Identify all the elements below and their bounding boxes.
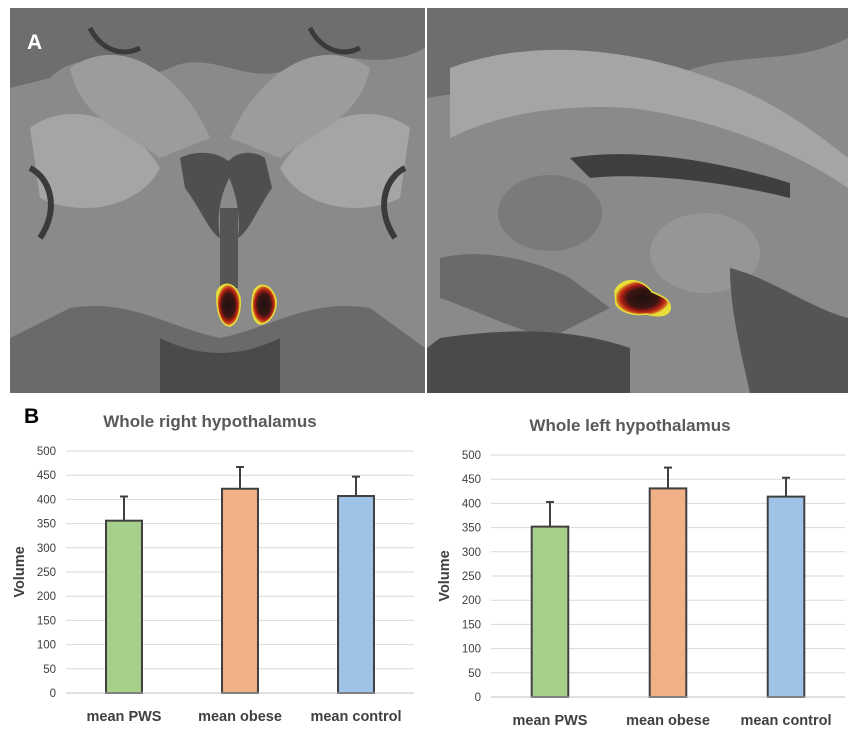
bar-mean-obese [648,487,688,699]
coronal-slice [10,8,425,393]
y-tick-label: 100 [37,640,56,652]
bar-mean-control [337,495,375,695]
chart-title: Whole right hypothalamus [103,412,316,431]
y-tick-label: 400 [462,498,481,510]
panel-a-label: A [27,31,43,54]
roi-right-hypothalamus [216,283,241,327]
y-tick-label: 350 [37,519,56,531]
y-tick-label: 100 [462,644,481,656]
y-tick-label: 150 [462,619,481,631]
sagittal-slice [427,8,848,393]
panel-b-label: B [24,405,40,428]
y-tick-label: 200 [37,591,56,603]
y-tick-label: 200 [462,595,481,607]
y-tick-label: 50 [43,664,56,676]
bar-mean-pws [530,525,570,698]
y-tick-label: 350 [462,523,481,535]
bar-mean-pws [105,519,143,694]
y-axis-title: Volume [437,550,453,601]
y-tick-label: 150 [37,615,56,627]
chart-left-hypothalamus: Whole left hypothalamus 0 50 100 150 200 250 30… [437,416,845,729]
bar-mean-obese [221,487,259,694]
x-category-label: mean obese [626,713,710,729]
y-tick-label: 250 [462,571,481,583]
y-tick-label: 450 [462,474,481,486]
roi-sagittal-hypothalamus [614,279,671,317]
mri-panel-a [10,8,848,393]
y-tick-label: 250 [37,567,56,579]
y-tick-label: 450 [37,470,56,482]
y-tick-label: 500 [37,446,56,458]
y-tick-label: 300 [37,543,56,555]
y-tick-label: 0 [475,692,481,704]
x-category-label: mean PWS [513,713,588,729]
y-tick-label: 50 [468,668,481,680]
roi-left-hypothalamus [251,284,277,325]
y-tick-label: 400 [37,494,56,506]
x-category-label: mean obese [198,709,282,725]
bar-mean-control [766,495,806,699]
y-tick-label: 500 [462,450,481,462]
y-tick-label: 0 [50,688,56,700]
x-category-label: mean control [310,709,401,725]
y-tick-label: 300 [462,547,481,559]
chart-title: Whole left hypothalamus [529,416,730,435]
x-category-label: mean control [740,713,831,729]
chart-right-hypothalamus: Whole right hypothalamus 0 50 100 150 200 250 3… [12,412,414,725]
y-axis-title: Volume [12,546,28,597]
x-category-label: mean PWS [87,709,162,725]
